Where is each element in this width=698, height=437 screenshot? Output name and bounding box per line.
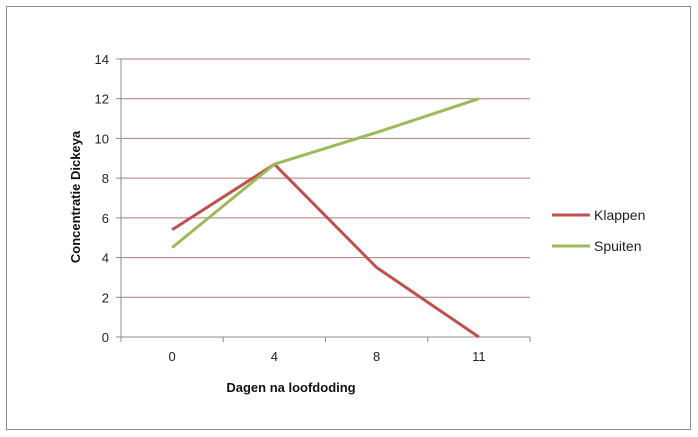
legend: Klappen Spuiten [552, 207, 645, 254]
x-tick-label: 0 [169, 349, 176, 364]
y-tick-label: 2 [102, 290, 109, 305]
series-lines [171, 97, 480, 339]
series-line-spuiten [171, 97, 480, 249]
x-axis-title: Dagen na loofdoding [226, 380, 355, 395]
y-tick-label: 4 [102, 251, 109, 266]
y-tick-label: 10 [95, 131, 109, 146]
gridlines [121, 58, 530, 298]
x-tick-label: 8 [373, 349, 380, 364]
chart-frame: 0 2 4 6 8 10 12 14 0 4 8 11 Klappen Spuiten Dagen na… [6, 6, 691, 430]
y-axis-title: Concentratie Dickeya [68, 130, 83, 263]
axes: 0 2 4 6 8 10 12 14 0 4 8 11 [95, 52, 531, 364]
y-tick-label: 12 [95, 92, 109, 107]
legend-label: Klappen [594, 207, 645, 223]
y-tick-label: 0 [102, 330, 109, 345]
y-tick-label: 8 [102, 171, 109, 186]
x-tick-label: 11 [472, 349, 486, 364]
y-tick-label: 6 [102, 211, 109, 226]
line-chart: 0 2 4 6 8 10 12 14 0 4 8 11 Klappen Spuiten Dagen na… [68, 52, 645, 395]
legend-label: Spuiten [594, 238, 641, 254]
series-line-klappen [171, 162, 480, 339]
x-tick-label: 4 [271, 349, 278, 364]
y-tick-label: 14 [95, 52, 109, 67]
